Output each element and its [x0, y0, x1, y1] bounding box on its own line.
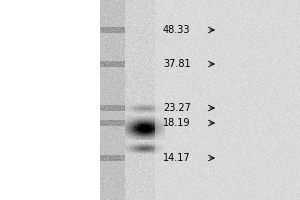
Text: 14.17: 14.17 — [163, 153, 190, 163]
Text: 18.19: 18.19 — [163, 118, 190, 128]
Text: 37.81: 37.81 — [163, 59, 190, 69]
Text: 23.27: 23.27 — [163, 103, 191, 113]
Text: 48.33: 48.33 — [163, 25, 190, 35]
